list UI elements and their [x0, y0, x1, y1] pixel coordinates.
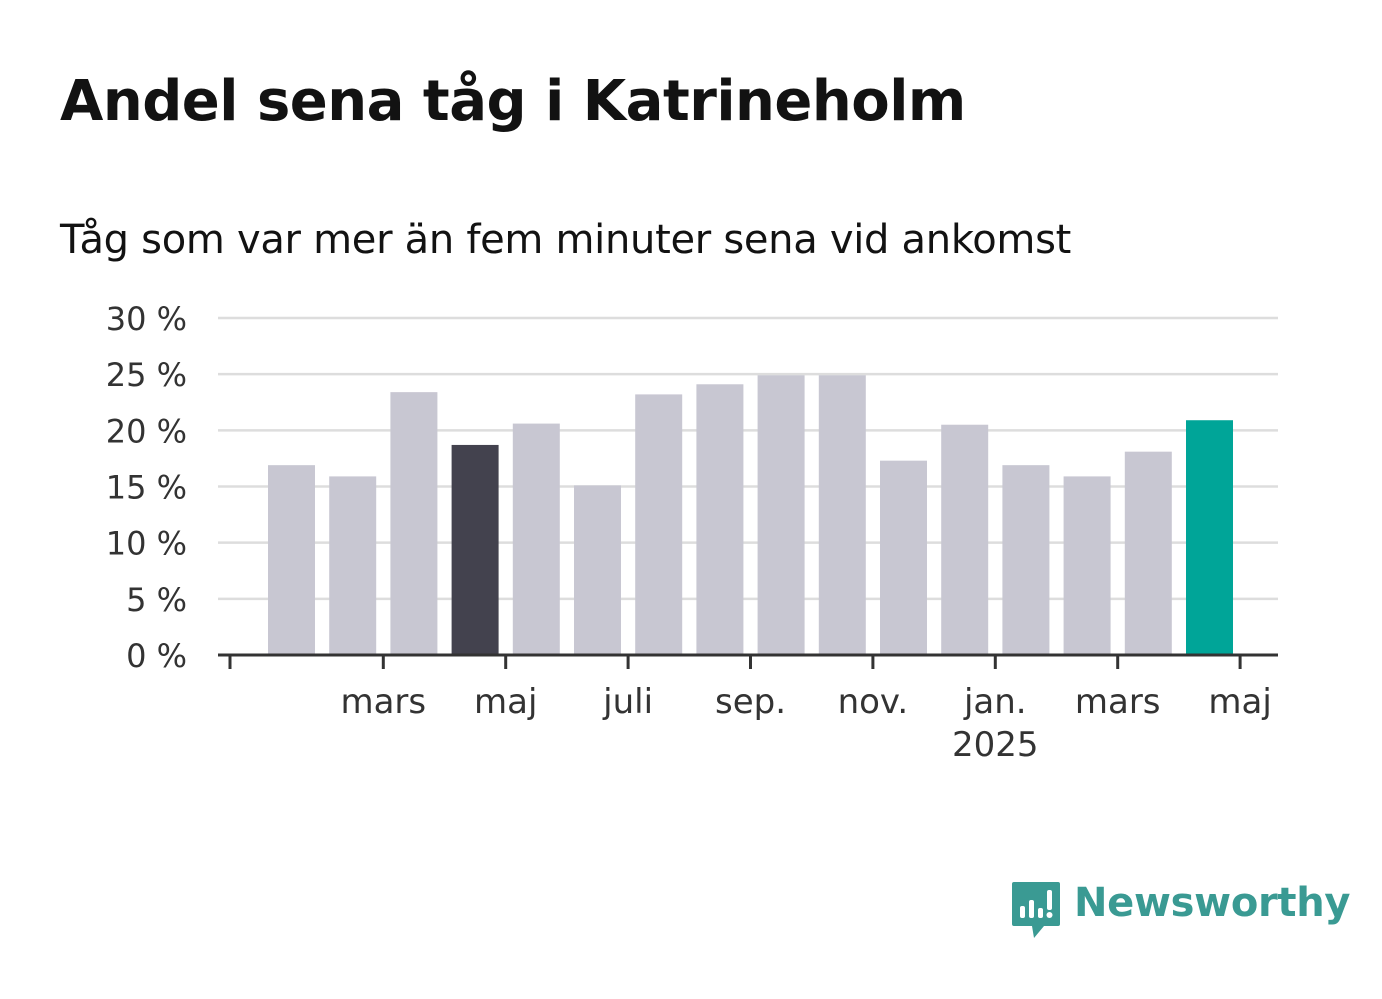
x-tick-label: maj — [1208, 682, 1271, 722]
y-tick-label: 30 % — [106, 300, 187, 338]
y-tick-label: 20 % — [106, 412, 187, 450]
logo-text: Newsworthy — [1074, 880, 1351, 926]
bar — [268, 465, 315, 655]
x-tick-label: mars — [1075, 682, 1161, 722]
x-tick-label: jan. — [963, 682, 1027, 722]
bar — [390, 392, 438, 655]
bar — [941, 424, 989, 655]
bar — [1124, 451, 1172, 655]
bar — [757, 375, 805, 655]
x-axis-labels: mars maj juli sep. nov. jan.2025 mars maj — [340, 682, 1271, 765]
bar — [329, 476, 377, 655]
bars — [268, 375, 1233, 655]
y-axis-labels: 0 % 5 % 10 % 15 % 20 % 25 % 30 % — [106, 300, 187, 675]
x-tick-sublabel: 2025 — [952, 725, 1039, 765]
y-tick-label: 0 % — [126, 637, 187, 675]
gridlines — [218, 316, 1278, 601]
bar — [880, 460, 927, 655]
bar — [1063, 476, 1111, 655]
x-tick-label: mars — [340, 682, 426, 722]
x-tick-label: nov. — [838, 682, 909, 722]
bar — [1186, 420, 1233, 655]
bar — [696, 384, 744, 655]
newsworthy-logo: Newsworthy — [1010, 880, 1351, 940]
x-tick-label: maj — [474, 682, 537, 722]
newsworthy-logo-icon — [1012, 882, 1060, 938]
bar — [574, 485, 621, 655]
chart-title: Andel sena tåg i Katrineholm — [60, 69, 966, 134]
x-tick-label: sep. — [715, 682, 786, 722]
x-axis — [218, 653, 1278, 669]
bar — [818, 375, 866, 655]
bar — [451, 444, 499, 655]
y-tick-label: 10 % — [106, 525, 187, 563]
bar — [512, 423, 560, 655]
y-tick-label: 15 % — [106, 469, 187, 507]
bar — [635, 394, 683, 655]
y-tick-label: 5 % — [126, 581, 187, 619]
bar — [1002, 465, 1050, 655]
chart-subtitle: Tåg som var mer än fem minuter sena vid … — [60, 217, 1072, 263]
x-tick-label: juli — [602, 682, 653, 722]
y-tick-label: 25 % — [106, 356, 187, 394]
